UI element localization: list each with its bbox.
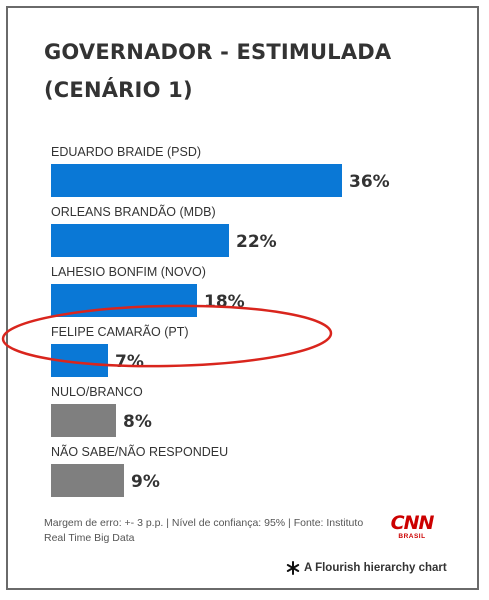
bar <box>51 464 124 497</box>
bar-value-label: 8% <box>123 412 152 432</box>
logo-sub-text: BRASIL <box>398 533 426 540</box>
highlight-ellipse <box>1 304 333 368</box>
bar <box>51 164 342 197</box>
logo-main-text: CNN <box>390 512 435 534</box>
flourish-asterisk-icon <box>286 561 300 575</box>
flourish-credit-text: A Flourish hierarchy chart <box>304 562 447 574</box>
footnote: Margem de erro: +- 3 p.p. | Nível de con… <box>44 517 364 544</box>
bar-value-label: 9% <box>131 472 160 492</box>
cnn-brasil-logo: CNN BRASIL <box>390 512 435 547</box>
bar-label: NULO/BRANCO <box>51 385 143 399</box>
bar-label: ORLEANS BRANDÃO (MDB) <box>51 205 216 219</box>
bar-value-label: 18% <box>204 292 245 312</box>
bar-label: LAHESIO BONFIM (NOVO) <box>51 265 206 279</box>
bar-label: NÃO SABE/NÃO RESPONDEU <box>51 445 228 459</box>
bar-label: FELIPE CAMARÃO (PT) <box>51 325 189 339</box>
bar-value-label: 22% <box>236 232 277 252</box>
bar-value-label: 7% <box>115 352 144 372</box>
bar <box>51 224 229 257</box>
chart-title: GOVERNADOR - ESTIMULADA (CENÁRIO 1) <box>44 40 392 102</box>
flourish-credit[interactable]: A Flourish hierarchy chart <box>286 560 447 576</box>
bar-value-label: 36% <box>349 172 390 192</box>
bar-label: EDUARDO BRAIDE (PSD) <box>51 145 201 159</box>
bar <box>51 404 116 437</box>
